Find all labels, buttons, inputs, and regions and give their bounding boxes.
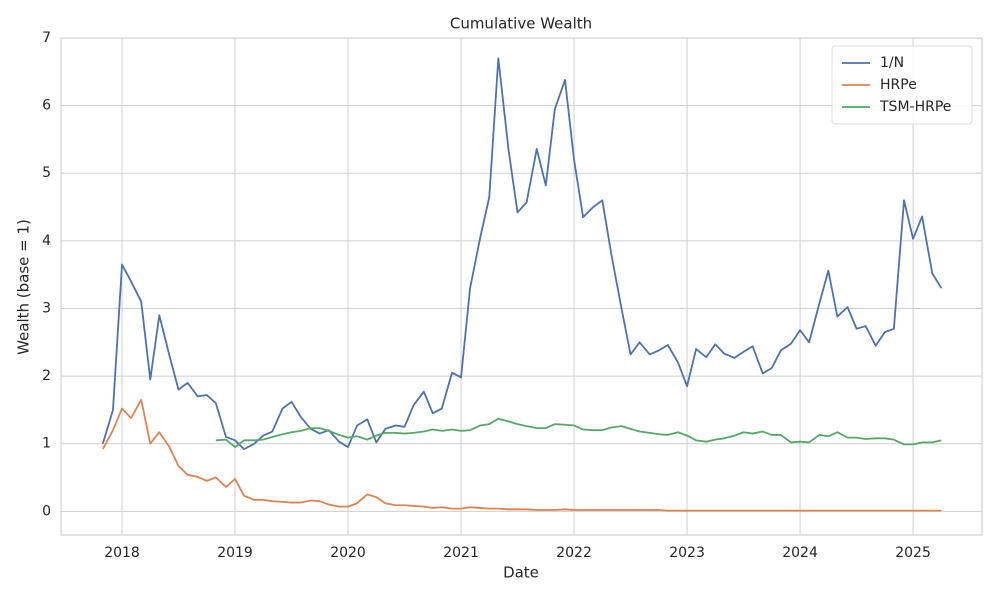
x-tick-label: 2023 <box>669 545 705 561</box>
x-axis-label: Date <box>503 564 539 582</box>
y-tick-label: 5 <box>42 165 51 181</box>
x-tick-label: 2018 <box>104 545 140 561</box>
plot-frame <box>60 37 983 536</box>
y-tick-label: 1 <box>42 436 51 452</box>
legend-box <box>831 45 973 125</box>
y-tick-label: 3 <box>42 300 51 316</box>
x-tick-label: 2019 <box>217 545 253 561</box>
chart-title: Cumulative Wealth <box>450 15 592 33</box>
legend-label: 1/N <box>880 55 904 71</box>
y-tick-label: 2 <box>42 368 51 384</box>
series-line <box>102 398 942 512</box>
x-tick-label: 2020 <box>330 545 366 561</box>
y-tick-label: 7 <box>42 30 51 46</box>
series-line <box>101 57 943 451</box>
y-tick-label: 6 <box>42 98 51 114</box>
y-axis-label: Wealth (base = 1) <box>15 219 33 355</box>
y-tick-label: 4 <box>42 233 51 249</box>
x-tick-label: 2022 <box>556 545 592 561</box>
legend-label: HRPe <box>880 77 917 93</box>
x-tick-label: 2021 <box>443 545 479 561</box>
x-tick-label: 2025 <box>895 545 931 561</box>
series-line <box>215 417 942 448</box>
y-tick-label: 0 <box>42 503 51 519</box>
x-tick-label: 2024 <box>782 545 818 561</box>
legend-label: TSM-HRPe <box>879 99 951 115</box>
